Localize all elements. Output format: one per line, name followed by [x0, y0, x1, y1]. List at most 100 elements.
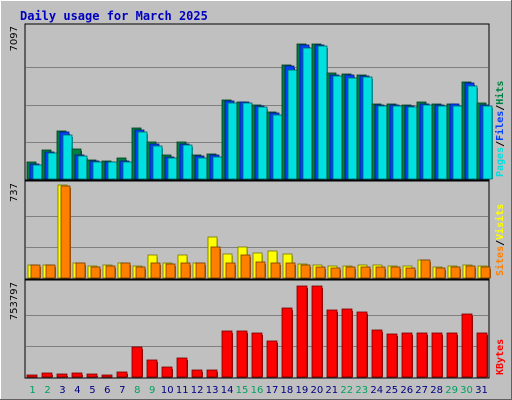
bar-kbytes-day-27 [416, 332, 428, 378]
bar-pages-day-19 [302, 47, 313, 180]
bar-pages-day-27 [422, 104, 433, 180]
bar-kbytes-day-8 [131, 346, 143, 378]
panel-visits-sites: 737 Sites/Visits [9, 180, 506, 280]
bar-sites-day-17 [270, 262, 281, 279]
bar-kbytes-day-6 [101, 374, 113, 378]
bar-sites-day-13 [210, 246, 221, 279]
bar-pages-day-7 [122, 161, 133, 180]
bar-kbytes-day-31 [476, 332, 488, 378]
day-label-18: 18 [281, 385, 294, 396]
day-label-3: 3 [59, 385, 65, 396]
bar-sites-day-12 [195, 262, 206, 279]
bar-sites-day-30 [465, 265, 476, 279]
bar-sites-day-26 [405, 267, 416, 279]
bar-pages-day-15 [242, 102, 253, 180]
bar-sites-day-21 [330, 267, 341, 279]
bar-kbytes-day-9 [146, 359, 158, 378]
bar-pages-day-16 [257, 106, 268, 180]
bar-sites-day-4 [75, 262, 86, 279]
day-label-11: 11 [176, 385, 189, 396]
y-max-label-visits-sites: 737 [9, 183, 20, 202]
legend-item: Pages [495, 147, 506, 177]
day-label-9: 9 [149, 385, 155, 396]
y-max-label-kbytes: 753797 [9, 282, 20, 320]
legend-visits-sites: Sites/Visits [494, 204, 506, 276]
day-label-25: 25 [385, 385, 398, 396]
legend-item: / [495, 240, 506, 246]
bar-pages-day-31 [482, 105, 493, 180]
bar-sites-day-31 [480, 266, 491, 279]
bar-pages-day-9 [152, 145, 163, 180]
bar-kbytes-day-12 [191, 369, 203, 378]
bar-pages-day-6 [107, 161, 118, 180]
bar-pages-day-11 [182, 144, 193, 180]
bar-sites-day-20 [315, 266, 326, 279]
legend-kbytes: KBytes [495, 339, 506, 375]
bar-kbytes-day-30 [461, 313, 473, 378]
bar-pages-day-25 [392, 105, 403, 180]
bar-sites-day-1 [30, 264, 41, 279]
day-label-2: 2 [44, 385, 50, 396]
bar-kbytes-day-11 [176, 357, 188, 378]
day-label-6: 6 [104, 385, 110, 396]
legend-item: / [495, 105, 506, 111]
bar-sites-day-6 [105, 265, 116, 279]
day-label-14: 14 [221, 385, 234, 396]
day-label-20: 20 [311, 385, 324, 396]
bar-kbytes-day-25 [386, 333, 398, 378]
bar-sites-day-29 [450, 266, 461, 279]
bar-pages-day-14 [227, 102, 238, 180]
legend-item: KBytes [495, 339, 506, 375]
bar-sites-day-25 [390, 266, 401, 279]
bar-pages-day-17 [272, 114, 283, 180]
bar-kbytes-day-15 [236, 330, 248, 378]
legend-item: / [495, 141, 506, 147]
bar-kbytes-day-23 [356, 311, 368, 378]
bar-pages-day-22 [347, 77, 358, 180]
bar-pages-day-20 [317, 45, 328, 180]
bar-kbytes-day-19 [296, 285, 308, 378]
bar-pages-day-1 [32, 164, 43, 180]
bar-kbytes-day-16 [251, 332, 263, 378]
day-label-12: 12 [191, 385, 204, 396]
day-label-30: 30 [460, 385, 473, 396]
day-label-26: 26 [400, 385, 413, 396]
bar-pages-day-4 [77, 155, 88, 180]
bar-pages-day-8 [137, 131, 148, 180]
day-label-23: 23 [355, 385, 368, 396]
bar-pages-day-26 [407, 106, 418, 180]
bar-kbytes-day-1 [26, 374, 38, 378]
bar-sites-day-2 [45, 264, 56, 279]
day-label-16: 16 [251, 385, 264, 396]
legend-item: Hits [494, 81, 506, 105]
panel-kbytes: 753797 KBytes [9, 279, 506, 379]
bar-sites-day-3 [60, 185, 71, 279]
day-label-1: 1 [29, 385, 35, 396]
bar-sites-day-24 [375, 266, 386, 279]
day-label-24: 24 [370, 385, 383, 396]
chart-panels: 7097Pages/Files/Hits737Sites/Visits75379… [9, 23, 506, 379]
day-label-10: 10 [161, 385, 174, 396]
bar-kbytes-day-18 [281, 307, 293, 378]
legend-hits-files-pages: Pages/Files/Hits [494, 81, 506, 177]
bar-sites-day-11 [180, 262, 191, 279]
bar-pages-day-29 [452, 105, 463, 180]
bar-pages-day-23 [362, 76, 373, 180]
bar-kbytes-day-13 [206, 369, 218, 378]
bar-kbytes-day-21 [326, 309, 338, 378]
day-label-13: 13 [206, 385, 219, 396]
bar-pages-day-18 [287, 69, 298, 180]
bar-pages-day-5 [92, 161, 103, 180]
day-label-17: 17 [266, 385, 279, 396]
bar-kbytes-day-28 [431, 332, 443, 378]
bar-pages-day-13 [212, 156, 223, 180]
day-label-27: 27 [415, 385, 428, 396]
day-label-7: 7 [119, 385, 125, 396]
legend-item: Visits [494, 204, 506, 240]
bar-kbytes-day-4 [71, 372, 83, 378]
bar-sites-day-9 [150, 262, 161, 279]
bar-kbytes-day-5 [86, 373, 98, 378]
day-label-22: 22 [340, 385, 353, 396]
bar-pages-day-28 [437, 105, 448, 180]
